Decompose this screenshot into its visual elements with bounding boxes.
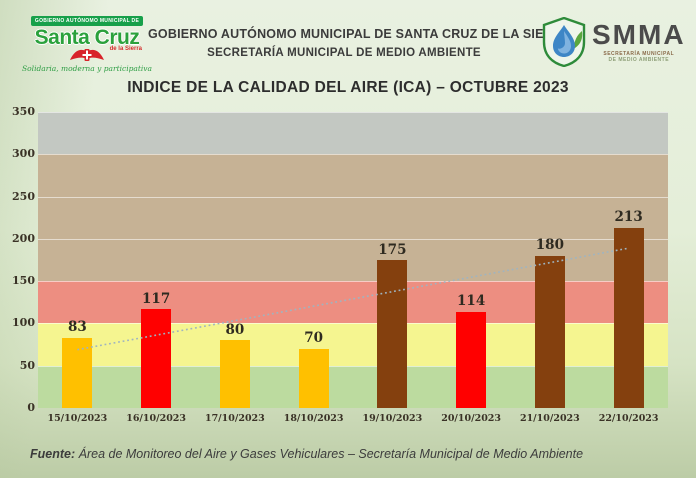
gridline-50 (38, 365, 668, 367)
org-header: GOBIERNO AUTÓNOMO MUNICIPAL DE SANTA CRU… (148, 25, 572, 62)
bar-column-19/10/2023: 175 (353, 112, 432, 408)
x-tick-label: 17/10/2023 (204, 413, 265, 424)
gridline-250 (38, 196, 668, 198)
bar-value-label: 180 (535, 237, 564, 254)
bar-value-label: 117 (142, 290, 171, 307)
bar-column-18/10/2023: 70 (274, 112, 353, 408)
org-secretary: SECRETARÍA MUNICIPAL DE MEDIO AMBIENTE (207, 47, 481, 59)
x-tick-label: 19/10/2023 (362, 413, 423, 424)
bar-value-label: 175 (378, 241, 407, 258)
bars-row: 83 117 80 70 175 114 180 213 (38, 112, 668, 408)
x-axis: 15/10/2023 16/10/2023 17/10/2023 18/10/2023… (38, 413, 668, 424)
logo-city-name: Santa Cruz (34, 26, 140, 49)
quality-band-300-350 (38, 112, 668, 155)
bar (534, 255, 565, 408)
bar (141, 309, 172, 408)
logo-region-name: de la Sierra (109, 46, 142, 52)
x-tick-label: 16/10/2023 (126, 413, 187, 424)
logo-slogan: Solidaria, moderna y participativa (22, 64, 152, 73)
bar (298, 348, 329, 408)
smma-subtitle-1: SECRETARÍA MUNICIPAL (603, 51, 675, 57)
gridline-350 (38, 112, 668, 113)
y-tick-label-250: 250 (12, 189, 35, 203)
logo-banner-text: GOBIERNO AUTÓNOMO MUNICIPAL DE (30, 16, 144, 26)
santa-cruz-logo: GOBIERNO AUTÓNOMO MUNICIPAL DE Santa Cru… (22, 9, 152, 73)
bar-value-label: 213 (614, 209, 643, 226)
bar-column-16/10/2023: 117 (117, 112, 196, 408)
x-tick-label: 15/10/2023 (47, 413, 108, 424)
x-tick-label: 18/10/2023 (283, 413, 344, 424)
smma-subtitle-2: DE MEDIO AMBIENTE (608, 57, 670, 63)
bar (613, 227, 644, 408)
bar (219, 340, 250, 408)
y-tick-label-50: 50 (19, 358, 35, 372)
gridline-300 (38, 154, 668, 156)
bar-value-label: 70 (304, 330, 324, 347)
y-tick-label-150: 150 (12, 274, 35, 288)
x-tick-label: 22/10/2023 (598, 413, 659, 424)
source-text: Área de Monitoreo del Aire y Gases Vehic… (78, 447, 584, 461)
bar-column-22/10/2023: 213 (589, 112, 668, 408)
y-tick-label-300: 300 (12, 147, 35, 161)
bar-column-21/10/2023: 180 (511, 112, 590, 408)
source-label: Fuente: (30, 447, 76, 461)
bar (377, 260, 408, 408)
bar-column-20/10/2023: 114 (432, 112, 511, 408)
bar-value-label: 80 (225, 321, 245, 338)
y-tick-label-200: 200 (12, 231, 35, 245)
y-tick-label-350: 350 (12, 105, 35, 118)
y-tick-label-0: 0 (27, 401, 35, 414)
bar-value-label: 83 (67, 319, 87, 336)
smma-logo: SMMA SECRETARÍA MUNICIPAL DE MEDIO AMBIE… (541, 17, 691, 67)
gridline-200 (38, 238, 668, 240)
y-axis: 0 50 100 150 200 250 300 350 (8, 105, 35, 414)
bar (62, 337, 93, 408)
y-tick-label-100: 100 (12, 316, 35, 330)
bar-column-17/10/2023: 80 (196, 112, 275, 408)
red-wings-emblem-icon (70, 49, 104, 61)
plot-area: 83 117 80 70 175 114 180 213 (38, 112, 668, 408)
smma-shield-icon (542, 17, 586, 67)
bar-value-label: 114 (457, 293, 486, 310)
page-title: INDICE DE LA CALIDAD DEL AIRE (ICA) – OC… (127, 79, 569, 96)
org-name: GOBIERNO AUTÓNOMO MUNICIPAL DE SANTA CRU… (148, 27, 572, 41)
x-tick-label: 21/10/2023 (519, 413, 580, 424)
smma-acronym: SMMA (592, 19, 686, 50)
x-tick-label: 20/10/2023 (441, 413, 502, 424)
bar (456, 311, 487, 408)
source-note: Fuente: Área de Monitoreo del Aire y Gas… (30, 447, 583, 461)
bar-column-15/10/2023: 83 (38, 112, 117, 408)
